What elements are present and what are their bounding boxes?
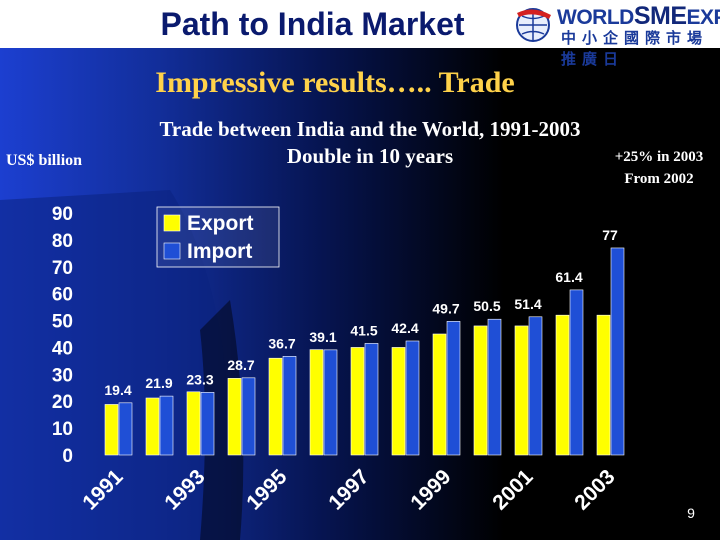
export-bar (514, 325, 529, 456)
export-bar (473, 325, 488, 456)
growth-note: +25% in 2003 From 2002 (598, 146, 720, 190)
logo-chinese-text: 中小企國際市場推廣日 (561, 29, 709, 68)
chart-subtitle: Double in 10 years (286, 144, 454, 168)
export-bar (350, 347, 365, 456)
page-title: Path to India Market (160, 6, 465, 42)
y-tick-label: 40 (52, 338, 73, 359)
import-bar (241, 377, 256, 456)
data-label: 61.4 (555, 269, 582, 285)
export-bar (104, 404, 119, 456)
x-tick-label: 1999 (406, 465, 455, 514)
legend-label-import: Import (187, 240, 252, 263)
y-tick-label: 30 (52, 365, 73, 386)
import-bar (405, 340, 420, 456)
import-bar (446, 321, 461, 456)
slide-subtitle: Impressive results….. Trade (155, 66, 515, 99)
export-bar (596, 314, 611, 456)
world-sme-expo-logo: WORLDSMEEXPO 中小企國際市場推廣日 (509, 0, 720, 68)
logo-world: WORLD (557, 6, 634, 29)
export-bar (555, 314, 570, 456)
logo-sme: SME (633, 2, 687, 30)
import-bar (364, 343, 379, 456)
export-bar (432, 333, 447, 456)
x-tick-label: 2003 (570, 465, 619, 514)
legend-swatch-export (163, 214, 181, 232)
growth-note-line2: From 2002 (624, 171, 694, 187)
chart-title: Trade between India and the World, 1991-… (159, 117, 581, 141)
logo-text: WORLDSMEEXPO (557, 2, 720, 31)
globe-logo-icon (516, 8, 551, 42)
export-bar (227, 378, 242, 456)
page-number: 9 (687, 505, 695, 521)
logo-expo: EXPO (686, 6, 720, 29)
data-label: 41.5 (350, 322, 377, 338)
legend-swatch-import (163, 242, 181, 260)
import-bar (159, 395, 174, 456)
y-tick-label: 80 (52, 231, 73, 252)
x-tick-label: 1991 (78, 465, 128, 515)
legend-label-export: Export (187, 212, 254, 235)
y-tick-label: 10 (52, 419, 73, 440)
data-label: 49.7 (432, 300, 459, 316)
data-label: 28.7 (227, 357, 254, 373)
import-bar (569, 289, 584, 456)
x-tick-label: 1993 (160, 465, 209, 514)
y-tick-label: 90 (52, 204, 73, 225)
import-bar (610, 247, 625, 456)
data-label: 23.3 (186, 371, 213, 387)
data-label: 36.7 (268, 335, 295, 351)
data-label: 19.4 (104, 382, 131, 398)
data-label: 50.5 (473, 298, 500, 314)
import-bar (282, 356, 297, 456)
y-axis-label: US$ billion (6, 152, 83, 169)
data-label: 39.1 (309, 329, 336, 345)
import-bar (528, 316, 543, 456)
import-bar (118, 402, 133, 456)
export-bar (309, 349, 324, 456)
data-label: 77 (602, 227, 618, 243)
export-bar (268, 357, 283, 456)
y-tick-label: 50 (52, 312, 73, 333)
export-bar (391, 347, 406, 456)
import-bar (200, 392, 215, 456)
data-label: 42.4 (391, 320, 418, 336)
x-tick-label: 1995 (242, 465, 292, 515)
x-tick-label: 1997 (324, 465, 373, 514)
export-bar (145, 397, 160, 456)
y-tick-label: 0 (62, 446, 73, 467)
import-bar (323, 349, 338, 456)
data-label: 51.4 (514, 296, 541, 312)
y-tick-label: 60 (52, 285, 73, 306)
import-bar (487, 318, 502, 456)
x-tick-label: 2001 (488, 465, 538, 515)
y-tick-label: 70 (52, 258, 73, 279)
export-bar (186, 391, 201, 456)
data-label: 21.9 (145, 375, 172, 391)
y-tick-label: 20 (52, 392, 73, 413)
header-bar: Path to India Market WORLDSMEEXPO 中小企國際市… (0, 0, 720, 68)
growth-note-line1: +25% in 2003 (614, 149, 704, 165)
